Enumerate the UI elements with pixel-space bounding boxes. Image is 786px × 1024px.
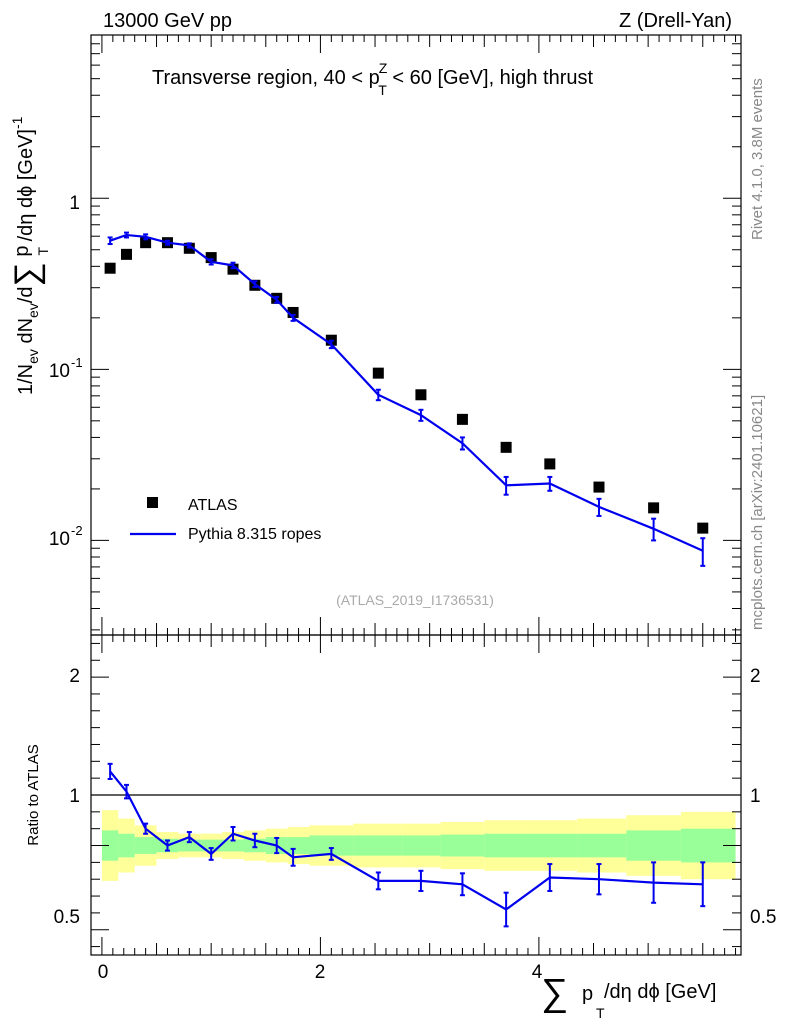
ratio-band-inner-1	[118, 833, 135, 858]
y-tick-label-0.01-exp: -2	[71, 523, 83, 538]
y-tick-label-1: 1	[69, 193, 80, 214]
ratio-tick-label-1-right: 1	[750, 786, 761, 807]
ratio-band-inner-5	[200, 839, 223, 852]
ratio-band-inner-2	[134, 837, 157, 854]
svg-text:T: T	[596, 1005, 605, 1021]
mc-curve-layer	[107, 231, 706, 567]
atlas-data-point-12	[415, 389, 427, 401]
atlas-data-point-15	[544, 458, 556, 470]
svg-text:/dη dϕ [GeV]: /dη dϕ [GeV]	[604, 981, 716, 1003]
atlas-data-point-0	[104, 262, 116, 274]
main-ticks-layer	[91, 34, 741, 635]
atlas-data-point-11	[372, 367, 384, 379]
ratio-band-inner-16	[577, 833, 627, 858]
x-tick-label-4: 4	[532, 962, 543, 983]
analysis-watermark: (ATLAS_2019_I1736531)	[336, 592, 494, 608]
atlas-data-point-16	[593, 481, 605, 493]
ratio-tick-label-0.5: 0.5	[54, 907, 80, 928]
data-points-layer	[104, 237, 709, 534]
y-tick-label-0.1: 10	[49, 361, 70, 382]
main-frame	[90, 34, 742, 636]
svg-text:1/Nev dNev/d∑ pT /dη dϕ [GeV]: 1/Nev dNev/d∑ pT /dη dϕ [GeV]-1	[8, 116, 51, 395]
svg-text:∑: ∑	[541, 972, 568, 1014]
ratio-ticks-layer	[91, 635, 741, 955]
atlas-data-point-5	[205, 252, 217, 264]
ratio-tick-label-2: 2	[69, 666, 80, 687]
ratio-tick-label-2-right: 2	[750, 666, 761, 687]
x-tick-label-0: 0	[98, 962, 109, 983]
legend: ATLAS Pythia 8.315 ropes	[130, 497, 321, 543]
atlas-data-point-2	[140, 237, 152, 249]
ratio-band-inner-9	[287, 837, 310, 854]
ratio-panel: 2 1 0.5 2 1 0.5 Ratio to ATLAS 0 2 4 ∑ p…	[25, 634, 776, 1021]
main-panel: Transverse region, 40 < pZ T < 60 [GeV], …	[8, 34, 742, 636]
legend-label-atlas: ATLAS	[188, 497, 238, 514]
ratio-band-inner-13	[440, 834, 485, 857]
ratio-tick-label-1: 1	[69, 786, 80, 807]
atlas-data-point-14	[500, 441, 512, 453]
y-tick-label-0.01: 10	[49, 529, 70, 550]
ratio-band-inner-6	[222, 839, 244, 852]
ratio-band-inner-4	[178, 839, 201, 852]
atlas-data-point-1	[121, 248, 133, 260]
header-right-label: Z (Drell-Yan)	[619, 10, 732, 32]
plot-title: Transverse region, 40 < pZ T < 60 [GeV], …	[152, 60, 594, 98]
ratio-band-inner-10	[309, 835, 354, 856]
x-tick-label-2: 2	[315, 962, 326, 983]
ratio-band-inner-0	[101, 830, 119, 861]
y-tick-label-0.1-exp: -1	[71, 355, 83, 370]
ratio-band-inner-14	[484, 833, 528, 858]
ratio-curve-layer	[107, 762, 706, 928]
atlas-data-point-9	[287, 306, 299, 318]
ratio-band-inner-17	[626, 830, 681, 861]
atlas-data-point-13	[456, 413, 468, 425]
legend-marker-atlas	[147, 497, 158, 508]
ratio-y-axis-label: Ratio to ATLAS	[25, 744, 42, 845]
ratio-band-inner-12	[402, 835, 441, 856]
x-axis-label: ∑ p T /dη dϕ [GeV]	[541, 972, 716, 1021]
header-left-label: 13000 GeV pp	[103, 10, 232, 32]
svg-text:p: p	[582, 983, 593, 1005]
mcplots-credit-label: mcplots.cern.ch [arXiv:2401.10621]	[749, 395, 766, 630]
ratio-tick-label-0.5-right: 0.5	[750, 907, 776, 928]
legend-label-pythia: Pythia 8.315 ropes	[188, 526, 321, 543]
rivet-version-label: Rivet 4.1.0, 3.8M events	[749, 78, 766, 240]
ratio-band-inner-15	[527, 833, 578, 858]
ratio-band-inner-11	[353, 835, 403, 856]
atlas-data-point-18	[697, 522, 709, 534]
atlas-data-point-17	[648, 502, 660, 514]
ratio-frame	[90, 634, 742, 956]
